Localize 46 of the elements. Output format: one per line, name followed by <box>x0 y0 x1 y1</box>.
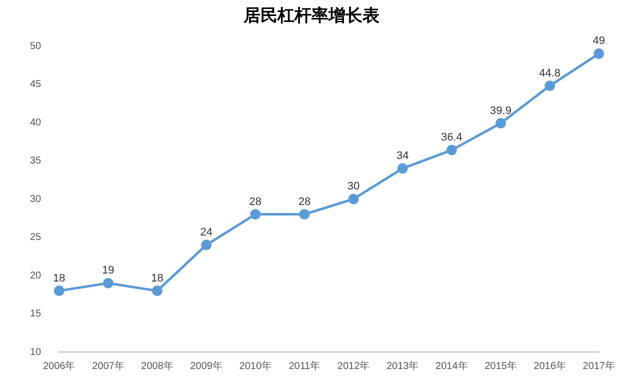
point <box>250 209 261 220</box>
point <box>152 286 163 296</box>
y-tick-label: 15 <box>30 308 42 320</box>
data-label: 28 <box>298 196 311 208</box>
x-tick-label: 2008年 <box>141 360 174 372</box>
data-label: 28 <box>249 196 262 208</box>
y-tick-label: 40 <box>30 117 42 128</box>
x-tick-label: 2015年 <box>484 360 517 372</box>
y-tick-label: 35 <box>30 156 42 166</box>
x-tick-label: 2016年 <box>534 360 566 372</box>
data-label: 19 <box>102 264 114 277</box>
point <box>299 209 310 220</box>
point <box>102 278 114 288</box>
x-tick-label: 2010年 <box>239 360 272 372</box>
point <box>397 163 408 174</box>
data-label: 30 <box>347 180 360 193</box>
chart-title: 居民杠杆率增长表 <box>242 5 380 27</box>
point <box>54 286 64 296</box>
x-tick-label: 2013年 <box>386 360 419 372</box>
x-tick-label: 2006年 <box>43 360 76 372</box>
x-tick-label: 2014年 <box>436 360 468 372</box>
point <box>544 80 556 92</box>
point <box>201 240 212 250</box>
data-label: 49 <box>592 35 605 48</box>
y-tick-label: 25 <box>30 232 42 243</box>
point <box>446 144 457 156</box>
x-tick-label: 2009年 <box>190 360 222 372</box>
x-tick-label: 2012年 <box>337 360 370 372</box>
data-label: 18 <box>151 272 164 284</box>
y-tick-label: 20 <box>30 270 42 282</box>
x-tick-label: 2007年 <box>92 360 124 372</box>
data-label: 39.9 <box>490 104 512 117</box>
data-label: 18 <box>53 272 66 284</box>
point <box>594 48 604 59</box>
x-tick-label: 2011年 <box>288 360 320 372</box>
y-tick-label: 10 <box>30 346 42 358</box>
data-label: 34 <box>396 150 409 162</box>
data-label: 36.4 <box>440 132 462 144</box>
y-tick-label: 45 <box>30 79 42 90</box>
point <box>348 194 359 204</box>
y-tick-label: 50 <box>30 40 42 52</box>
point <box>495 118 506 129</box>
data-label: 24 <box>200 226 212 238</box>
y-tick-label: 30 <box>30 194 42 205</box>
x-tick-label: 2017年 <box>582 360 615 372</box>
data-label: 44.8 <box>539 67 561 80</box>
